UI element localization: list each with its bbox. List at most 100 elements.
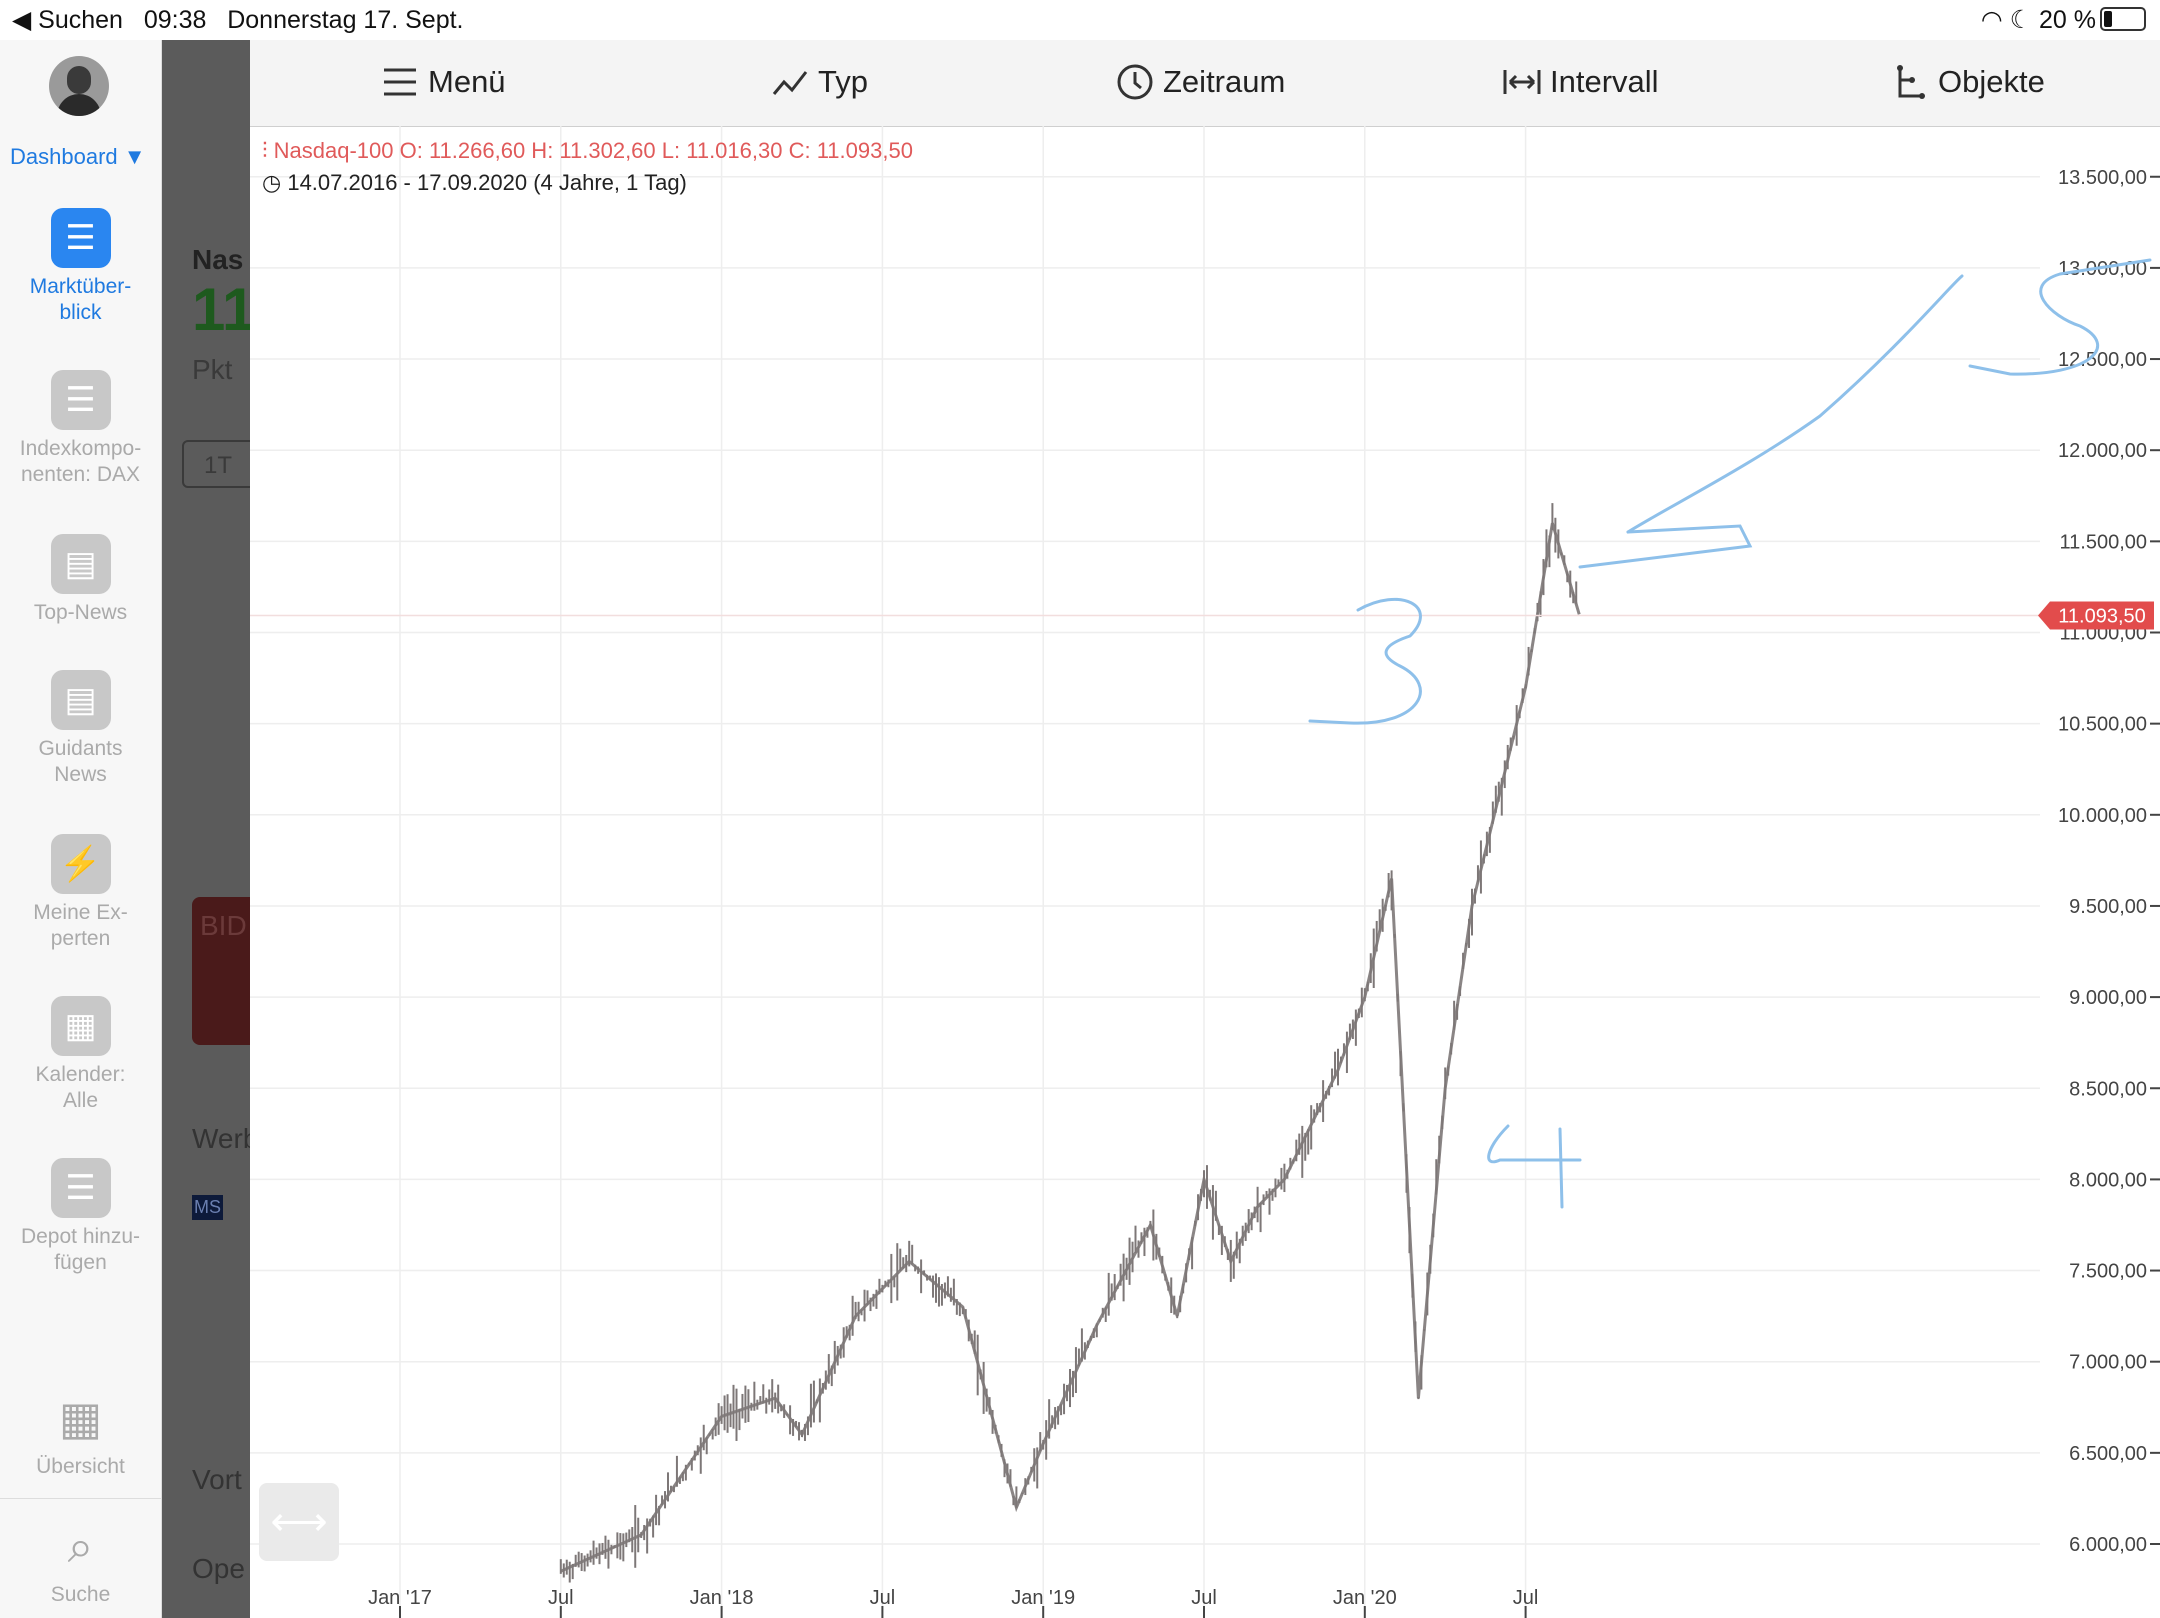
hand-annotation (1578, 524, 1753, 569)
y-tick-label: 10.000,00 (2058, 805, 2147, 827)
hand-annotation (1487, 1124, 1582, 1164)
candles-icon: ⫶ (262, 138, 268, 163)
x-tick-label: Jan '20 (1333, 1587, 1397, 1609)
hand-annotation (1308, 597, 1422, 725)
x-tick-label: Jan '18 (690, 1587, 754, 1609)
sidebar-item[interactable]: ▦ Kalender: Alle (0, 996, 161, 1114)
dim-text: 11 (192, 276, 250, 343)
dashboard-dropdown[interactable]: Dashboard ▼ (10, 144, 146, 169)
y-tick-label: 9.500,00 (2069, 896, 2147, 918)
bolt-icon: ⚡ (50, 834, 111, 894)
range-button[interactable]: Zeitraum (1115, 62, 1285, 102)
grid-icon: ▦ (58, 1392, 103, 1444)
x-tick-label: Jul (1513, 1587, 1539, 1609)
y-tick-label: 7.500,00 (2069, 1261, 2147, 1283)
hand-annotation (1626, 274, 1964, 534)
clock: 09:38 (143, 6, 207, 34)
sidebar-item-label: Marktüber-blick (29, 275, 132, 324)
menu-label: Menü (428, 64, 506, 99)
interval-icon (1503, 70, 1541, 94)
type-label: Typ (818, 64, 868, 99)
dim-text: Nas (192, 244, 244, 275)
sidebar-item-label: Kalender: Alle (35, 1063, 126, 1112)
date: Donnerstag 17. Sept. (227, 6, 464, 34)
clock-icon: ◷ (262, 170, 282, 195)
sidebar-item[interactable]: ⚡ Meine Ex-perten (0, 834, 161, 952)
chart-legend: ⫶ Nasdaq-100 O: 11.266,60 H: 11.302,60 L… (262, 138, 913, 196)
current-value-label: 11.093,50 (2058, 605, 2146, 627)
dim-text: 1T (182, 440, 250, 488)
x-tick-label: Jan '19 (1011, 1587, 1075, 1609)
list-icon: ☰ (50, 208, 111, 268)
y-tick-label: 9.000,00 (2069, 987, 2147, 1009)
x-tick-label: Jul (1191, 1587, 1217, 1609)
x-tick-label: Jul (548, 1587, 574, 1609)
menu-icon (384, 68, 416, 96)
objects-label: Objekte (1938, 64, 2045, 99)
line-chart-icon (772, 71, 808, 95)
chart-toolbar: Menü Typ Zeitraum Intervall Objekte (250, 40, 2160, 127)
dim-text: Vort (192, 1464, 242, 1495)
sidebar-item-label: Meine Ex-perten (33, 901, 128, 950)
menu-button[interactable]: Menü (380, 62, 506, 102)
dim-bid-box (192, 897, 250, 1045)
moon-icon: ☾ (2009, 6, 2033, 34)
wifi-icon: ◠ (1980, 6, 2003, 34)
dim-text: BID (200, 910, 247, 941)
sidebar-item[interactable]: ▤ Top-News (0, 534, 161, 626)
range-label: Zeitraum (1163, 64, 1286, 99)
sidebar-item-label: Indexkompo-nenten: DAX (19, 437, 142, 486)
dim-text: Ope (192, 1553, 245, 1584)
sidebar-item[interactable]: ▤ Guidants News (0, 670, 161, 788)
sidebar-item[interactable]: ▦ Übersicht (0, 1388, 161, 1480)
search-icon: ⌕ (67, 1520, 94, 1572)
interval-label: Intervall (1550, 64, 1659, 99)
news-icon: ▤ (50, 670, 111, 730)
type-button[interactable]: Typ (770, 62, 868, 102)
list-icon: ☰ (50, 1158, 111, 1218)
y-tick-label: 13.500,00 (2058, 167, 2147, 189)
dimmed-background-panel: Nas 11 Pkt 1T BID Werb MS Vort Ope (162, 40, 250, 1618)
sidebar-item[interactable]: ☰ Marktüber-blick (0, 208, 161, 326)
price-chart[interactable]: Jan '17 Jul Jan '18 Jul Jan '19 Jul Jan '20 Jul… (250, 126, 2160, 1618)
sidebar-divider (0, 1498, 161, 1499)
sidebar-item[interactable]: ☰ Depot hinzu-fügen (0, 1158, 161, 1276)
sidebar-item[interactable]: ⌕ Suche (0, 1516, 161, 1608)
sidebar: Dashboard ▼ ☰ Marktüber-blick ☰ Indexkompo-… (0, 40, 162, 1618)
status-bar: ◀ Suchen 09:38 Donnerstag 17. Sept. ◠ ☾ … (0, 0, 2160, 40)
swap-arrows-button[interactable]: ⟷ (259, 1483, 339, 1561)
calendar-icon: ▦ (50, 996, 111, 1056)
news-icon: ▤ (50, 534, 111, 594)
objects-icon (1897, 65, 1925, 99)
back-to-search[interactable]: ◀ Suchen (12, 6, 123, 34)
x-tick-label: Jan '17 (368, 1587, 432, 1609)
y-tick-label: 10.500,00 (2058, 714, 2147, 736)
y-tick-label: 8.000,00 (2069, 1169, 2147, 1191)
swap-arrows-icon: ⟷ (270, 1500, 328, 1544)
sidebar-item-label: Depot hinzu-fügen (20, 1225, 141, 1274)
y-tick-label: 6.500,00 (2069, 1443, 2147, 1465)
y-tick-label: 7.000,00 (2069, 1352, 2147, 1374)
y-tick-label: 8.500,00 (2069, 1078, 2147, 1100)
objects-button[interactable]: Objekte (1890, 62, 2045, 102)
y-tick-label: 11.500,00 (2060, 531, 2148, 553)
dim-text: Werb (192, 1123, 250, 1154)
clock-icon (1117, 64, 1153, 100)
list-icon: ☰ (50, 370, 111, 430)
sidebar-item-label: Suche (50, 1583, 111, 1606)
interval-button[interactable]: Intervall (1502, 62, 1659, 102)
quote-line: Nasdaq-100 O: 11.266,60 H: 11.302,60 L: … (273, 138, 913, 163)
sidebar-item-label: Übersicht (36, 1455, 125, 1478)
battery-percent: 20 % (2039, 6, 2096, 34)
y-tick-label: 12.000,00 (2058, 440, 2147, 462)
battery-icon (2100, 7, 2146, 31)
sidebar-item-label: Guidants News (38, 737, 123, 786)
hand-annotation (1558, 1127, 1564, 1209)
chart-panel: Menü Typ Zeitraum Intervall Objekte Jan … (250, 40, 2160, 1618)
avatar[interactable] (49, 56, 109, 116)
dim-text: Pkt (192, 354, 233, 385)
dim-text: MS (192, 1195, 223, 1220)
hand-annotation (1968, 258, 2152, 376)
sidebar-item[interactable]: ☰ Indexkompo-nenten: DAX (0, 370, 161, 488)
y-tick-label: 6.000,00 (2069, 1534, 2147, 1556)
